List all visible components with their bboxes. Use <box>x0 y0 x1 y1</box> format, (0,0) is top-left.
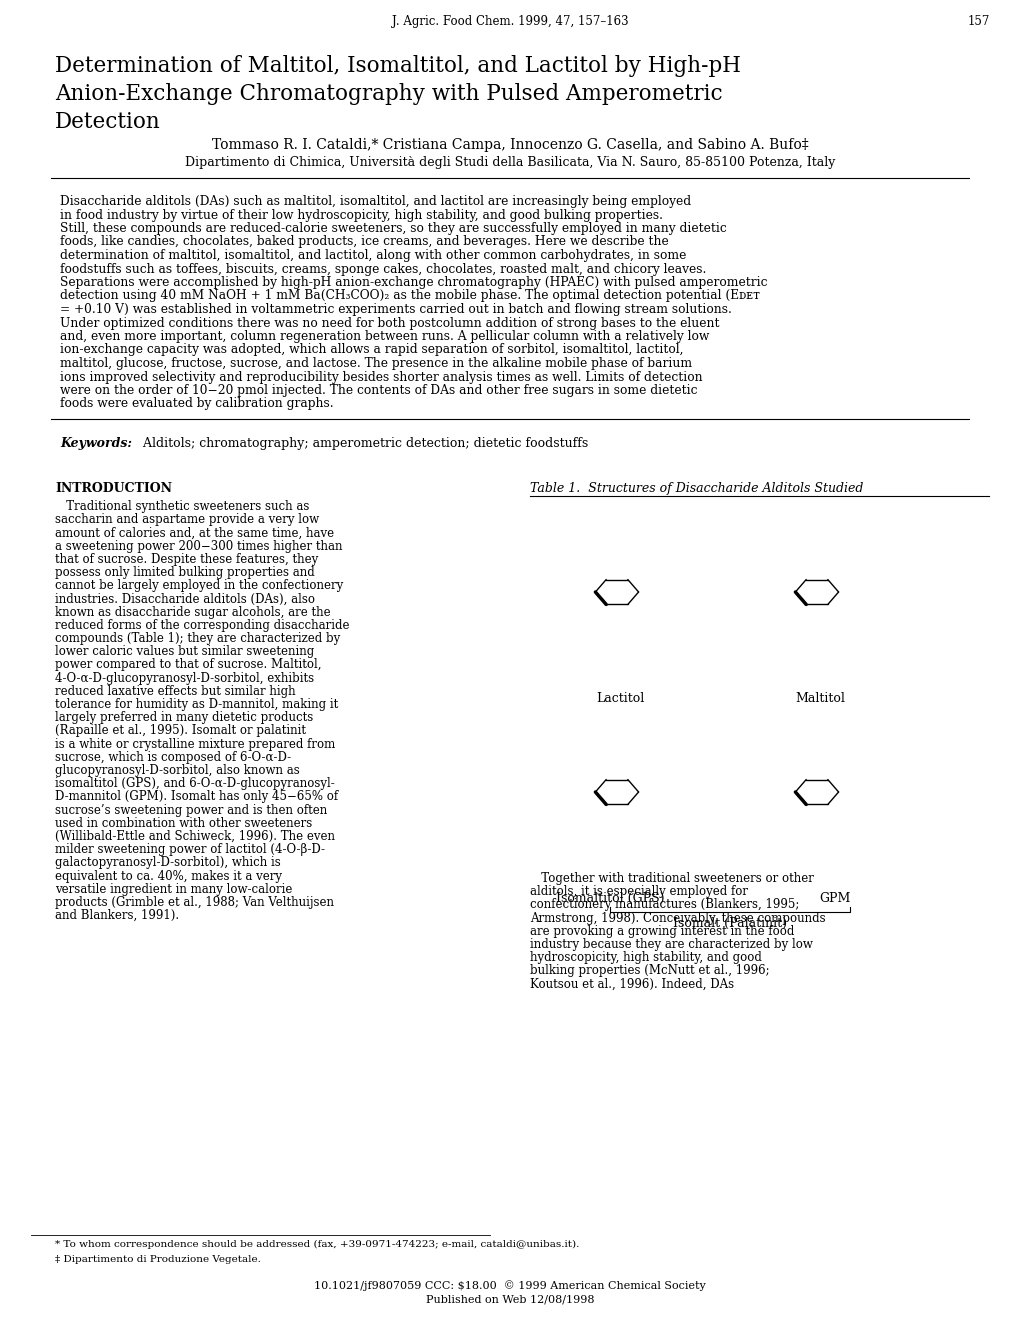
Text: a sweetening power 200−300 times higher than: a sweetening power 200−300 times higher … <box>55 540 342 553</box>
Text: 10.1021/jf9807059 CCC: $18.00  © 1999 American Chemical Society: 10.1021/jf9807059 CCC: $18.00 © 1999 Ame… <box>314 1280 705 1291</box>
Text: Armstrong, 1998). Conceivably, these compounds: Armstrong, 1998). Conceivably, these com… <box>530 912 824 924</box>
Text: possess only limited bulking properties and: possess only limited bulking properties … <box>55 566 315 579</box>
Text: = +0.10 V) was established in voltammetric experiments carried out in batch and : = +0.10 V) was established in voltammetr… <box>60 304 732 315</box>
Text: Disaccharide alditols (DAs) such as maltitol, isomaltitol, and lactitol are incr: Disaccharide alditols (DAs) such as malt… <box>60 195 691 209</box>
Text: that of sucrose. Despite these features, they: that of sucrose. Despite these features,… <box>55 553 318 566</box>
Text: and Blankers, 1991).: and Blankers, 1991). <box>55 909 179 923</box>
Text: equivalent to ca. 40%, makes it a very: equivalent to ca. 40%, makes it a very <box>55 870 281 883</box>
Text: milder sweetening power of lactitol (4-O-β-D-: milder sweetening power of lactitol (4-O… <box>55 843 325 857</box>
Text: compounds (Table 1); they are characterized by: compounds (Table 1); they are characteri… <box>55 632 340 645</box>
Text: maltitol, glucose, fructose, sucrose, and lactose. The presence in the alkaline : maltitol, glucose, fructose, sucrose, an… <box>60 356 692 370</box>
Text: sucrose’s sweetening power and is then often: sucrose’s sweetening power and is then o… <box>55 804 327 817</box>
Text: products (Grimble et al., 1988; Van Velthuijsen: products (Grimble et al., 1988; Van Velt… <box>55 896 333 909</box>
Text: Traditional synthetic sweeteners such as: Traditional synthetic sweeteners such as <box>55 500 309 513</box>
Text: (Willibald-Ettle and Schiweck, 1996). The even: (Willibald-Ettle and Schiweck, 1996). Th… <box>55 830 334 843</box>
Text: Isomalt (Palatinit): Isomalt (Palatinit) <box>673 917 787 931</box>
Text: confectionery manufactures (Blankers, 1995;: confectionery manufactures (Blankers, 19… <box>530 899 799 911</box>
Text: largely preferred in many dietetic products: largely preferred in many dietetic produ… <box>55 711 313 725</box>
Text: power compared to that of sucrose. Maltitol,: power compared to that of sucrose. Malti… <box>55 659 321 672</box>
Text: cannot be largely employed in the confectionery: cannot be largely employed in the confec… <box>55 579 343 593</box>
Text: detection using 40 mM NaOH + 1 mM Ba(CH₃COO)₂ as the mobile phase. The optimal d: detection using 40 mM NaOH + 1 mM Ba(CH₃… <box>60 289 759 302</box>
Text: Tommaso R. I. Cataldi,* Cristiana Campa, Innocenzo G. Casella, and Sabino A. Buf: Tommaso R. I. Cataldi,* Cristiana Campa,… <box>212 139 807 152</box>
Text: Dipartimento di Chimica, Università degli Studi della Basilicata, Via N. Sauro, : Dipartimento di Chimica, Università degl… <box>184 156 835 169</box>
Text: foods, like candies, chocolates, baked products, ice creams, and beverages. Here: foods, like candies, chocolates, baked p… <box>60 235 668 248</box>
Text: amount of calories and, at the same time, have: amount of calories and, at the same time… <box>55 527 334 540</box>
Text: 157: 157 <box>967 15 989 28</box>
Text: Anion-Exchange Chromatography with Pulsed Amperometric: Anion-Exchange Chromatography with Pulse… <box>55 83 721 106</box>
Text: reduced forms of the corresponding disaccharide: reduced forms of the corresponding disac… <box>55 619 350 632</box>
Text: determination of maltitol, isomaltitol, and lactitol, along with other common ca: determination of maltitol, isomaltitol, … <box>60 249 686 261</box>
Text: Lactitol: Lactitol <box>595 692 643 705</box>
Text: (Rapaille et al., 1995). Isomalt or palatinit: (Rapaille et al., 1995). Isomalt or pala… <box>55 725 306 738</box>
Text: galactopyranosyl-D-sorbitol), which is: galactopyranosyl-D-sorbitol), which is <box>55 857 280 870</box>
Text: Separations were accomplished by high-pH anion-exchange chromatography (HPAEC) w: Separations were accomplished by high-pH… <box>60 276 766 289</box>
Text: glucopyranosyl-D-sorbitol, also known as: glucopyranosyl-D-sorbitol, also known as <box>55 764 300 777</box>
Text: versatile ingredient in many low-calorie: versatile ingredient in many low-calorie <box>55 883 292 896</box>
Text: Table 1.  Structures of Disaccharide Alditols Studied: Table 1. Structures of Disaccharide Aldi… <box>530 482 862 495</box>
Text: is a white or crystalline mixture prepared from: is a white or crystalline mixture prepar… <box>55 738 335 751</box>
Text: were on the order of 10−20 pmol injected. The contents of DAs and other free sug: were on the order of 10−20 pmol injected… <box>60 384 697 397</box>
Text: Koutsou et al., 1996). Indeed, DAs: Koutsou et al., 1996). Indeed, DAs <box>530 978 734 990</box>
Text: * To whom correspondence should be addressed (fax, +39-0971-474223; e-mail, cata: * To whom correspondence should be addre… <box>55 1239 579 1249</box>
Text: 4-O-α-D-glucopyranosyl-D-sorbitol, exhibits: 4-O-α-D-glucopyranosyl-D-sorbitol, exhib… <box>55 672 314 685</box>
Text: Keywords:: Keywords: <box>60 437 131 450</box>
Text: foods were evaluated by calibration graphs.: foods were evaluated by calibration grap… <box>60 397 333 411</box>
Text: saccharin and aspartame provide a very low: saccharin and aspartame provide a very l… <box>55 513 319 527</box>
Text: sucrose, which is composed of 6-O-α-D-: sucrose, which is composed of 6-O-α-D- <box>55 751 290 764</box>
Text: D-mannitol (GPM). Isomalt has only 45−65% of: D-mannitol (GPM). Isomalt has only 45−65… <box>55 791 337 804</box>
Text: industry because they are characterized by low: industry because they are characterized … <box>530 939 812 950</box>
Text: isomaltitol (GPS), and 6-O-α-D-glucopyranosyl-: isomaltitol (GPS), and 6-O-α-D-glucopyra… <box>55 777 334 791</box>
Text: industries. Disaccharide alditols (DAs), also: industries. Disaccharide alditols (DAs),… <box>55 593 315 606</box>
Text: INTRODUCTION: INTRODUCTION <box>55 482 172 495</box>
Text: J. Agric. Food Chem. 1999, 47, 157–163: J. Agric. Food Chem. 1999, 47, 157–163 <box>391 15 628 28</box>
Text: hydroscopicity, high stability, and good: hydroscopicity, high stability, and good <box>530 952 761 964</box>
Text: foodstuffs such as toffees, biscuits, creams, sponge cakes, chocolates, roasted : foodstuffs such as toffees, biscuits, cr… <box>60 263 706 276</box>
Text: Alditols; chromatography; amperometric detection; dietetic foodstuffs: Alditols; chromatography; amperometric d… <box>135 437 588 450</box>
Text: tolerance for humidity as D-mannitol, making it: tolerance for humidity as D-mannitol, ma… <box>55 698 338 711</box>
Text: Determination of Maltitol, Isomaltitol, and Lactitol by High-pH: Determination of Maltitol, Isomaltitol, … <box>55 55 740 77</box>
Text: Still, these compounds are reduced-calorie sweeteners, so they are successfully : Still, these compounds are reduced-calor… <box>60 222 727 235</box>
Text: Together with traditional sweeteners or other: Together with traditional sweeteners or … <box>530 873 813 884</box>
Text: known as disaccharide sugar alcohols, are the: known as disaccharide sugar alcohols, ar… <box>55 606 330 619</box>
Text: GPM: GPM <box>818 892 850 906</box>
Text: Isomaltitol (GPS): Isomaltitol (GPS) <box>555 892 663 906</box>
Text: lower caloric values but similar sweetening: lower caloric values but similar sweeten… <box>55 645 314 659</box>
Text: Published on Web 12/08/1998: Published on Web 12/08/1998 <box>425 1295 594 1305</box>
Text: and, even more important, column regeneration between runs. A pellicular column : and, even more important, column regener… <box>60 330 708 343</box>
Text: Maltitol: Maltitol <box>794 692 844 705</box>
Text: in food industry by virtue of their low hydroscopicity, high stability, and good: in food industry by virtue of their low … <box>60 209 662 222</box>
Text: ions improved selectivity and reproducibility besides shorter analysis times as : ions improved selectivity and reproducib… <box>60 371 702 384</box>
Text: alditols, it is especially employed for: alditols, it is especially employed for <box>530 886 747 898</box>
Text: ‡ Dipartimento di Produzione Vegetale.: ‡ Dipartimento di Produzione Vegetale. <box>55 1255 261 1265</box>
Text: are provoking a growing interest in the food: are provoking a growing interest in the … <box>530 925 794 937</box>
Text: bulking properties (McNutt et al., 1996;: bulking properties (McNutt et al., 1996; <box>530 965 769 977</box>
Text: ion-exchange capacity was adopted, which allows a rapid separation of sorbitol, : ion-exchange capacity was adopted, which… <box>60 343 683 356</box>
Text: Under optimized conditions there was no need for both postcolumn addition of str: Under optimized conditions there was no … <box>60 317 718 330</box>
Text: used in combination with other sweeteners: used in combination with other sweetener… <box>55 817 312 830</box>
Text: Detection: Detection <box>55 111 161 133</box>
Text: reduced laxative effects but similar high: reduced laxative effects but similar hig… <box>55 685 296 698</box>
